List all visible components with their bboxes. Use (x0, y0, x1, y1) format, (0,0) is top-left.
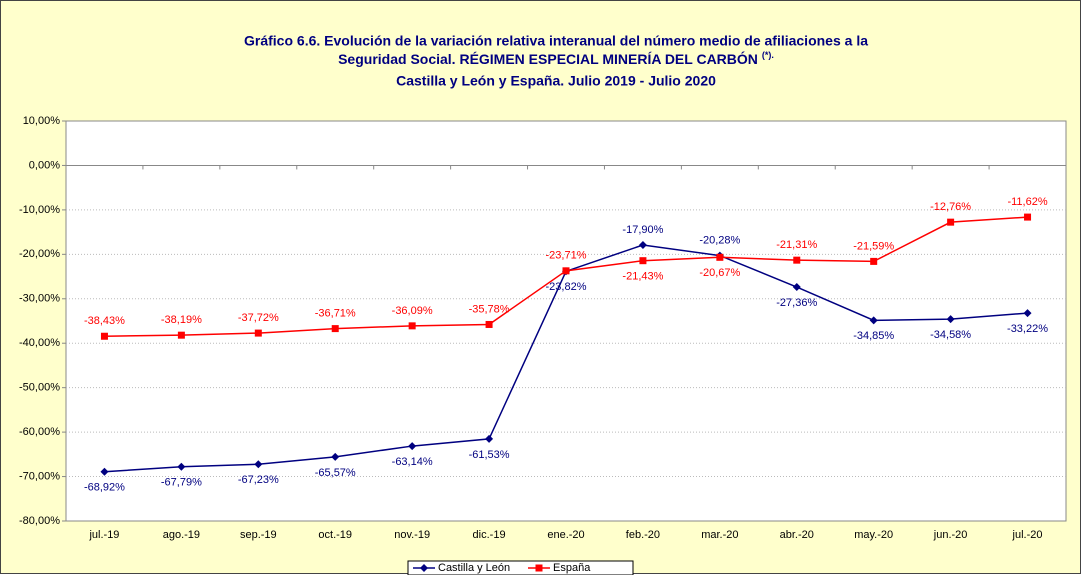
x-tick-label: abr.-20 (780, 529, 814, 541)
x-tick-label: sep.-19 (240, 529, 277, 541)
x-tick-label: dic.-19 (473, 529, 506, 541)
data-label: -36,09% (392, 305, 433, 317)
data-label: -23,71% (546, 250, 587, 262)
data-label: -67,23% (238, 474, 279, 486)
legend (407, 560, 634, 575)
data-label: -33,22% (1007, 323, 1048, 335)
data-label: -63,14% (392, 456, 433, 468)
point (485, 320, 493, 328)
y-tick-label: -60,00% (19, 426, 60, 438)
y-tick-label: 0,00% (29, 159, 60, 171)
point (331, 452, 340, 461)
point (793, 256, 801, 264)
point (1023, 309, 1032, 318)
y-tick-label: -40,00% (19, 337, 60, 349)
point (408, 322, 416, 330)
y-tick-label: 10,00% (23, 115, 61, 127)
data-label: -68,92% (84, 482, 125, 494)
y-tick-label: -20,00% (19, 248, 60, 260)
data-label: -37,72% (238, 312, 279, 324)
legend-marker (535, 564, 543, 572)
chart-title: Castilla y León y España. Julio 2019 - J… (396, 73, 716, 89)
legend-label: Castilla y León (438, 562, 510, 574)
chart-title: Gráfico 6.6. Evolución de la variación r… (244, 33, 868, 49)
point (638, 241, 647, 249)
x-tick-label: nov.-19 (394, 529, 430, 541)
data-label: -21,43% (622, 271, 663, 283)
x-tick-label: may.-20 (854, 529, 893, 541)
data-label: -38,19% (161, 314, 202, 326)
point (870, 257, 878, 265)
point (946, 315, 955, 324)
y-tick-label: -50,00% (19, 382, 60, 394)
point (639, 257, 647, 265)
data-label: -11,62% (1007, 196, 1047, 208)
legend-label: España (553, 562, 591, 574)
point (331, 325, 339, 333)
point (485, 434, 494, 443)
data-label: -21,59% (853, 240, 894, 252)
data-label: -23,82% (546, 281, 587, 293)
data-label: -35,78% (469, 303, 510, 315)
y-tick-label: -70,00% (19, 470, 60, 482)
data-label: -21,31% (776, 239, 817, 251)
point (100, 467, 109, 476)
data-label: -17,90% (622, 224, 663, 236)
x-tick-label: jul.-19 (88, 529, 119, 541)
x-tick-label: jul.-20 (1012, 529, 1043, 541)
y-tick-label: -80,00% (19, 515, 60, 527)
x-tick-label: feb.-20 (626, 529, 660, 541)
data-label: -34,85% (853, 330, 894, 342)
point (177, 331, 185, 339)
data-label: -65,57% (315, 467, 356, 479)
point (254, 460, 263, 469)
data-label: -36,71% (315, 308, 356, 320)
data-label: -20,67% (699, 267, 740, 279)
y-tick-label: -30,00% (19, 293, 60, 305)
data-label: -34,58% (930, 329, 971, 341)
data-label: -20,28% (699, 234, 740, 246)
point (869, 316, 878, 325)
data-label: -67,79% (161, 477, 202, 489)
data-label: -38,43% (84, 315, 125, 327)
point (100, 332, 108, 340)
legend-marker (420, 564, 428, 572)
point (408, 442, 417, 451)
data-label: -61,53% (469, 449, 510, 461)
point (562, 267, 570, 275)
data-label: -12,76% (930, 201, 971, 213)
point (177, 462, 186, 471)
x-tick-label: ago.-19 (163, 529, 200, 541)
y-tick-label: -10,00% (19, 204, 60, 216)
x-tick-label: oct.-19 (318, 529, 352, 541)
x-tick-label: mar.-20 (701, 529, 738, 541)
point (716, 253, 724, 261)
data-label: -27,36% (776, 297, 817, 309)
point (1024, 213, 1032, 221)
point (792, 283, 801, 292)
plot-area (65, 120, 1067, 522)
point (947, 218, 955, 226)
chart-title: Seguridad Social. RÉGIMEN ESPECIAL MINER… (338, 50, 774, 67)
x-tick-label: ene.-20 (547, 529, 584, 541)
x-tick-label: jun.-20 (933, 529, 968, 541)
point (254, 329, 262, 337)
